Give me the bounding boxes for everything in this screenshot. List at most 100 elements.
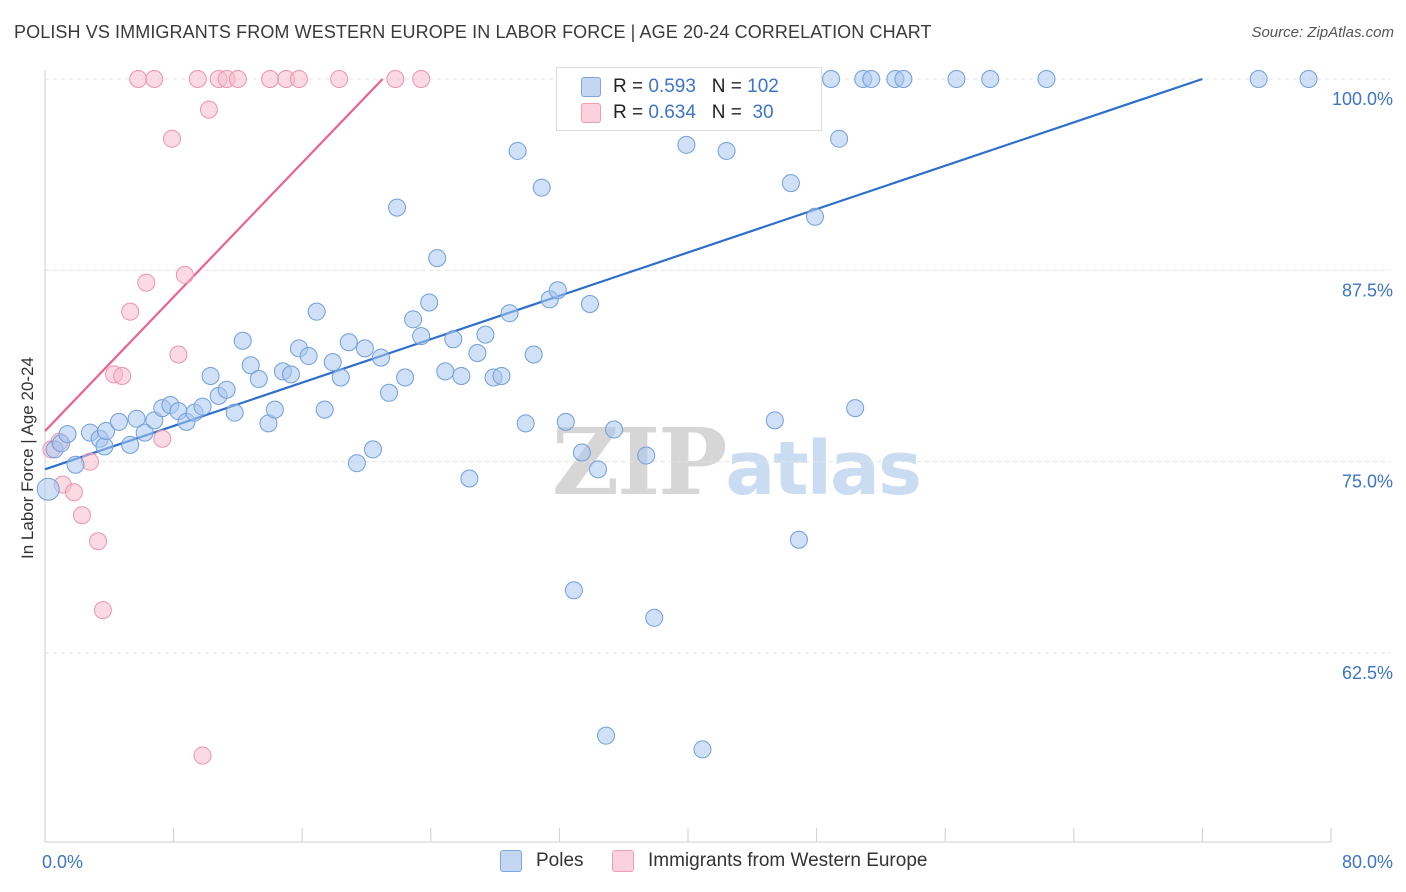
poles-point [265, 400, 284, 419]
poles-point [468, 343, 487, 362]
y-tick-label: 62.5% [1342, 663, 1393, 683]
poles-point [1299, 70, 1318, 88]
poles-point [805, 207, 824, 226]
poles-point [404, 310, 423, 329]
poles-point [281, 365, 300, 384]
poles-point [355, 339, 374, 358]
source-credit: Source: ZipAtlas.com [1251, 24, 1394, 41]
poles-point [508, 141, 527, 160]
poles-point [572, 443, 591, 462]
poles-n-label: N = [711, 76, 742, 97]
poles-point [95, 437, 114, 456]
immigrants-point [175, 265, 194, 284]
legend-row-poles: R = 0.593 N = 102 [581, 74, 779, 100]
poles-point [121, 435, 140, 454]
poles-point [580, 295, 599, 314]
immigrants-point [162, 129, 181, 148]
immigrants-point [89, 532, 108, 551]
poles-point [347, 454, 366, 473]
poles-point [193, 397, 212, 416]
poles-point [396, 368, 415, 387]
immigrants-point [121, 302, 140, 321]
immigrants-point [193, 746, 212, 765]
poles-point [830, 129, 849, 148]
poles-point [862, 70, 881, 88]
poles-point [412, 327, 431, 346]
poles-point [225, 403, 244, 422]
poles-point [444, 330, 463, 349]
poles-point [894, 70, 913, 88]
immigrants-point [129, 70, 148, 88]
poles-point [516, 414, 535, 433]
immigrants-n-label: N = [711, 102, 742, 123]
poles-point [981, 70, 1000, 88]
immigrants-point [261, 70, 280, 88]
poles-point [388, 198, 407, 217]
trend-lines [44, 77, 1203, 471]
poles-point [500, 304, 519, 323]
poles-r-value: 0.593 [648, 76, 696, 97]
series-legend: Poles Immigrants from Western Europe [0, 850, 1406, 878]
poles-point [717, 141, 736, 160]
poles-point [476, 325, 495, 344]
poles-point [637, 446, 656, 465]
poles-point [36, 477, 60, 501]
axes [44, 70, 1332, 843]
poles-point [135, 423, 154, 442]
immigrants-legend-swatch [612, 850, 634, 872]
poles-point [605, 420, 624, 439]
poles-point [564, 581, 583, 600]
poles-point [1249, 70, 1268, 88]
poles-point [765, 411, 784, 430]
immigrants-point [169, 345, 188, 364]
poles-point [822, 70, 841, 88]
poles-point [66, 455, 85, 474]
poles-point [299, 347, 318, 366]
poles-point [1037, 70, 1056, 88]
series-legend-immigrants[interactable]: Immigrants from Western Europe [612, 850, 927, 872]
poles-point [597, 726, 616, 745]
poles-point [781, 174, 800, 193]
immigrants-point [137, 273, 156, 292]
poles-point [323, 353, 342, 372]
poles-point [789, 530, 808, 549]
poles-point [548, 281, 567, 300]
immigrants-trend-line [44, 78, 384, 432]
chart-title: POLISH VS IMMIGRANTS FROM WESTERN EUROPE… [14, 22, 932, 42]
poles-point [492, 366, 511, 385]
poles-point [645, 608, 664, 627]
poles-swatch [581, 77, 601, 97]
immigrants-swatch [581, 103, 601, 123]
immigrants-point [93, 601, 112, 620]
poles-point [524, 345, 543, 364]
y-tick-label: 100.0% [1332, 89, 1393, 109]
immigrants-point [64, 483, 83, 502]
immigrants-point [386, 70, 405, 88]
immigrants-n-value: 30 [752, 102, 774, 123]
immigrants-point [228, 70, 247, 88]
poles-point [307, 302, 326, 321]
poles-point [241, 356, 260, 375]
poles-point [380, 383, 399, 402]
series-legend-poles[interactable]: Poles [500, 850, 584, 872]
x-tick-min: 0.0% [42, 852, 84, 872]
poles-trend-line [44, 77, 1203, 471]
immigrants-point [153, 429, 172, 448]
poles-n-value: 102 [747, 76, 779, 97]
immigrants-r-value: 0.634 [648, 102, 696, 123]
poles-point [109, 412, 128, 431]
poles-point [556, 412, 575, 431]
poles-point [315, 400, 334, 419]
immigrants-point [330, 70, 349, 88]
poles-point [428, 249, 447, 268]
poles-point [947, 70, 966, 88]
immigrants-point [113, 366, 132, 385]
legend-row-immigrants: R = 0.634 N = 30 [581, 100, 774, 126]
poles-point [588, 460, 607, 479]
immigrants-point [188, 70, 207, 88]
poles-point [201, 366, 220, 385]
immigrants-point [199, 100, 218, 119]
y-tick-label: 87.5% [1342, 280, 1393, 300]
poles-point [233, 331, 252, 350]
